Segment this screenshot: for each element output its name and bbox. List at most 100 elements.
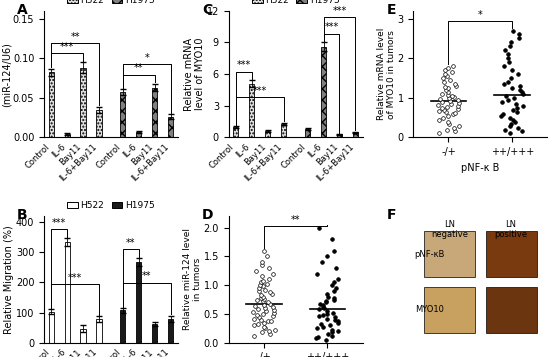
Point bbox=[443, 104, 452, 109]
Bar bbox=[486, 287, 537, 333]
Bar bbox=[353, 132, 358, 137]
Text: ***: *** bbox=[252, 86, 267, 96]
Point bbox=[330, 295, 339, 301]
Point bbox=[498, 111, 507, 116]
Point bbox=[256, 280, 265, 285]
Text: C: C bbox=[202, 3, 212, 17]
Text: **: ** bbox=[70, 32, 80, 42]
Point bbox=[254, 285, 263, 291]
Bar bbox=[48, 312, 54, 343]
Point bbox=[330, 248, 339, 253]
Point bbox=[450, 94, 459, 100]
Point bbox=[269, 304, 278, 310]
Text: *: * bbox=[478, 10, 483, 20]
Point bbox=[508, 117, 517, 122]
Point bbox=[255, 315, 263, 320]
Point bbox=[439, 107, 448, 112]
Point bbox=[331, 317, 340, 322]
Point bbox=[263, 300, 272, 305]
Point bbox=[446, 77, 454, 83]
Point bbox=[315, 313, 323, 319]
Text: ***: *** bbox=[60, 42, 74, 52]
Point bbox=[322, 291, 331, 297]
Point bbox=[447, 101, 455, 107]
Bar bbox=[168, 318, 173, 343]
Point bbox=[444, 95, 453, 101]
Point bbox=[439, 75, 448, 81]
Text: ***: *** bbox=[52, 218, 66, 228]
Text: **: ** bbox=[126, 238, 136, 248]
Point bbox=[314, 334, 322, 340]
Point bbox=[513, 71, 522, 77]
Point bbox=[257, 262, 266, 268]
Point bbox=[506, 121, 515, 126]
Point bbox=[448, 111, 457, 116]
Point bbox=[269, 271, 278, 276]
Y-axis label: Relative expression
(miR-124/U6): Relative expression (miR-124/U6) bbox=[0, 26, 12, 122]
Point bbox=[256, 293, 265, 298]
Point bbox=[436, 96, 444, 101]
Point bbox=[259, 296, 268, 302]
Point bbox=[323, 308, 332, 314]
Y-axis label: Relative mRNA level
of MYO10 in tumors: Relative mRNA level of MYO10 in tumors bbox=[377, 28, 396, 120]
Point bbox=[254, 321, 263, 327]
Point bbox=[434, 117, 443, 122]
Point bbox=[322, 311, 331, 317]
Point bbox=[504, 55, 513, 61]
Point bbox=[441, 109, 450, 115]
Text: A: A bbox=[17, 3, 28, 17]
Text: B: B bbox=[17, 208, 28, 222]
Point bbox=[320, 305, 328, 311]
Point bbox=[327, 327, 336, 333]
Point bbox=[267, 291, 276, 297]
Point bbox=[322, 253, 331, 259]
Point bbox=[318, 302, 327, 308]
Point bbox=[506, 115, 515, 120]
Point bbox=[270, 307, 278, 313]
Point bbox=[507, 85, 516, 91]
Point bbox=[443, 92, 452, 97]
Point bbox=[443, 85, 452, 91]
Point bbox=[258, 283, 267, 289]
Point bbox=[452, 83, 460, 89]
Point bbox=[444, 89, 453, 95]
Point bbox=[450, 129, 459, 134]
Point bbox=[507, 40, 515, 45]
Point bbox=[249, 316, 258, 321]
Point bbox=[318, 259, 327, 265]
Bar bbox=[96, 110, 102, 137]
Point bbox=[333, 328, 342, 334]
Point bbox=[328, 330, 337, 335]
Point bbox=[499, 81, 508, 87]
Point bbox=[450, 81, 459, 87]
Bar bbox=[337, 134, 342, 137]
Point bbox=[322, 316, 331, 321]
Bar bbox=[152, 324, 157, 343]
Legend: H522, H1975: H522, H1975 bbox=[63, 0, 158, 9]
Point bbox=[312, 335, 321, 341]
Point bbox=[445, 98, 454, 104]
Point bbox=[519, 91, 527, 97]
Point bbox=[265, 265, 274, 271]
Point bbox=[260, 320, 268, 326]
Point bbox=[503, 97, 512, 103]
Point bbox=[448, 69, 456, 75]
Point bbox=[498, 99, 507, 105]
Legend: H522, H1975: H522, H1975 bbox=[248, 0, 343, 9]
Point bbox=[258, 330, 267, 335]
Point bbox=[256, 295, 265, 301]
Point bbox=[318, 312, 327, 318]
Text: MYO10: MYO10 bbox=[415, 305, 444, 314]
Point bbox=[437, 91, 446, 97]
Point bbox=[318, 324, 327, 330]
Point bbox=[252, 297, 261, 303]
Bar bbox=[249, 84, 254, 137]
Point bbox=[332, 285, 341, 291]
Point bbox=[441, 71, 449, 77]
Bar bbox=[265, 131, 270, 137]
Point bbox=[510, 95, 519, 101]
Point bbox=[262, 253, 271, 259]
Point bbox=[323, 294, 332, 300]
Bar bbox=[80, 328, 86, 343]
Point bbox=[263, 318, 272, 324]
